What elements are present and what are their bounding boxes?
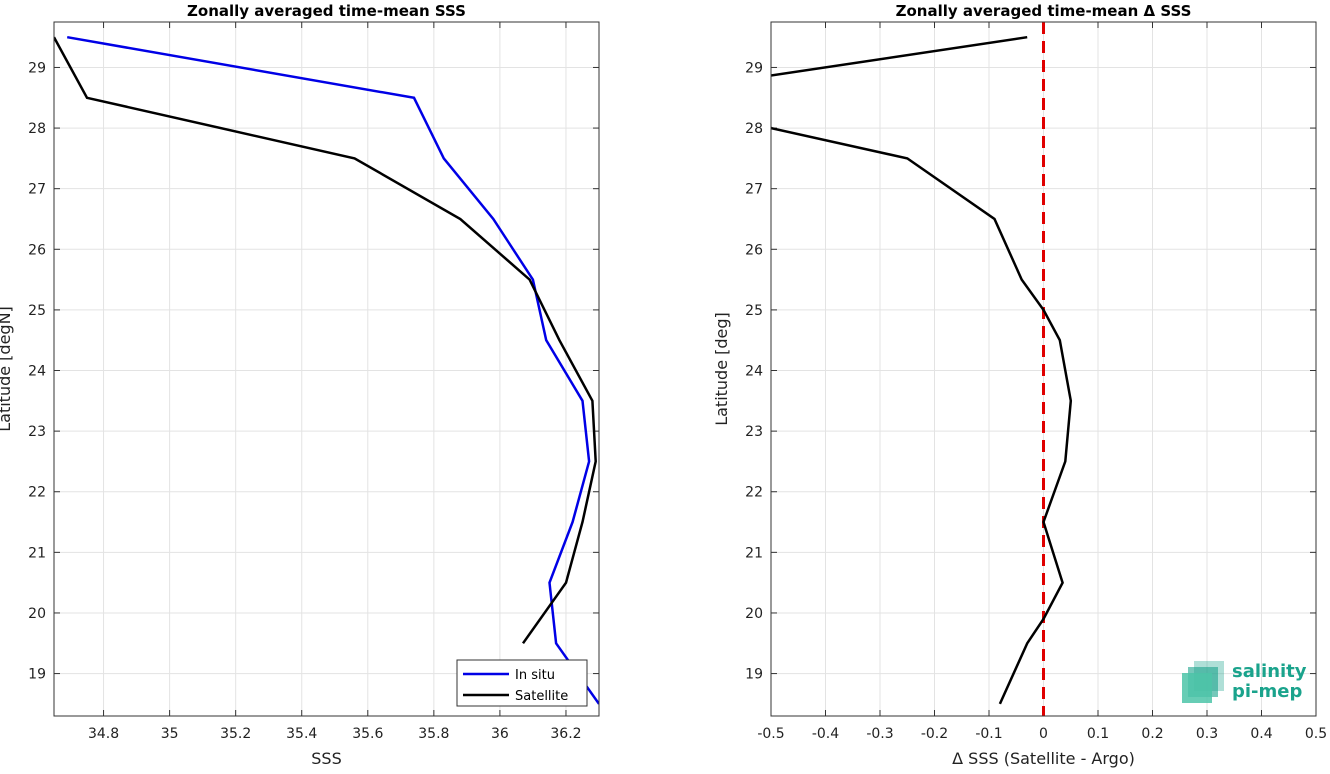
x-tick-label: -0.2 xyxy=(921,726,948,742)
x-tick-label: 0.1 xyxy=(1087,726,1109,742)
x-tick-label: -0.5 xyxy=(757,726,784,742)
y-axis-label: Latitude [degN] xyxy=(0,306,14,432)
x-tick-label: 35.2 xyxy=(220,726,251,742)
x-tick-label: 0.5 xyxy=(1305,726,1327,742)
y-tick-label: 29 xyxy=(745,60,763,76)
x-tick-label: 0.3 xyxy=(1196,726,1218,742)
y-tick-label: 20 xyxy=(745,606,763,622)
legend-box xyxy=(456,659,588,707)
x-tick-label: -0.3 xyxy=(866,726,893,742)
x-tick-label: 0.4 xyxy=(1250,726,1272,742)
legend-entry: Satellite xyxy=(515,689,568,704)
right-panel: -0.5 -0.4 -0.3 -0.2 -0.1 0 0.1 0.2 0.3 0.4 0.5 19 20… xyxy=(712,2,1327,768)
plot-frame xyxy=(770,21,1317,717)
legend: In situ Satellite xyxy=(456,659,588,707)
y-tick-label: 25 xyxy=(745,303,763,319)
x-tick-label: 36 xyxy=(491,726,509,742)
logo-line2: pi-mep xyxy=(1232,681,1302,702)
y-tick-label: 21 xyxy=(28,545,46,561)
series-line-0 xyxy=(771,35,1073,705)
y-tick-label: 24 xyxy=(28,364,46,380)
y-tick-label: 28 xyxy=(745,121,763,137)
series-line-in-situ xyxy=(66,35,599,705)
y-tick-label: 19 xyxy=(745,667,763,683)
y-tick-label: 27 xyxy=(28,182,46,198)
y-tick-label: 22 xyxy=(28,485,46,501)
chart-title: Zonally averaged time-mean SSS xyxy=(187,2,466,20)
logo-line1: salinity xyxy=(1232,661,1307,682)
x-tick-label: 35.6 xyxy=(352,726,383,742)
plot-area xyxy=(54,22,599,716)
y-axis-label: Latitude [deg] xyxy=(712,312,731,426)
x-axis-label: Δ SSS (Satellite - Argo) xyxy=(952,749,1135,768)
x-axis-label: SSS xyxy=(311,749,341,768)
x-tick-label: -0.4 xyxy=(812,726,839,742)
y-tick-label: 24 xyxy=(745,364,763,380)
salinity-pi-mep-logo: salinity pi-mep xyxy=(1182,661,1307,703)
chart-title: Zonally averaged time-mean Δ SSS xyxy=(896,2,1192,20)
plot-frame xyxy=(53,21,600,717)
left-panel: 34.8 35 35.2 35.4 35.6 35.8 36 36.2 19 20 21 22 23 24… xyxy=(0,2,600,768)
y-tick-label: 23 xyxy=(28,424,46,440)
y-tick-label: 22 xyxy=(745,485,763,501)
x-tick-label: 35 xyxy=(161,726,179,742)
y-tick-label: 25 xyxy=(28,303,46,319)
x-tick-label: 0 xyxy=(1039,726,1048,742)
x-tick-label: -0.1 xyxy=(975,726,1002,742)
x-tick-label: 0.2 xyxy=(1141,726,1163,742)
y-tick-label: 27 xyxy=(745,182,763,198)
y-tick-label: 26 xyxy=(28,242,46,258)
series-line-satellite xyxy=(54,36,597,645)
y-tick-label: 28 xyxy=(28,121,46,137)
y-tick-label: 19 xyxy=(28,667,46,683)
x-tick-label: 35.8 xyxy=(418,726,449,742)
y-tick-label: 23 xyxy=(745,424,763,440)
logo-mark-front xyxy=(1182,673,1212,703)
x-tick-label: 36.2 xyxy=(550,726,581,742)
y-tick-label: 20 xyxy=(28,606,46,622)
x-tick-label: 35.4 xyxy=(286,726,317,742)
y-tick-label: 29 xyxy=(28,60,46,76)
legend-entry: In situ xyxy=(515,668,555,683)
x-tick-label: 34.8 xyxy=(88,726,119,742)
y-tick-label: 21 xyxy=(745,545,763,561)
y-tick-label: 26 xyxy=(745,242,763,258)
